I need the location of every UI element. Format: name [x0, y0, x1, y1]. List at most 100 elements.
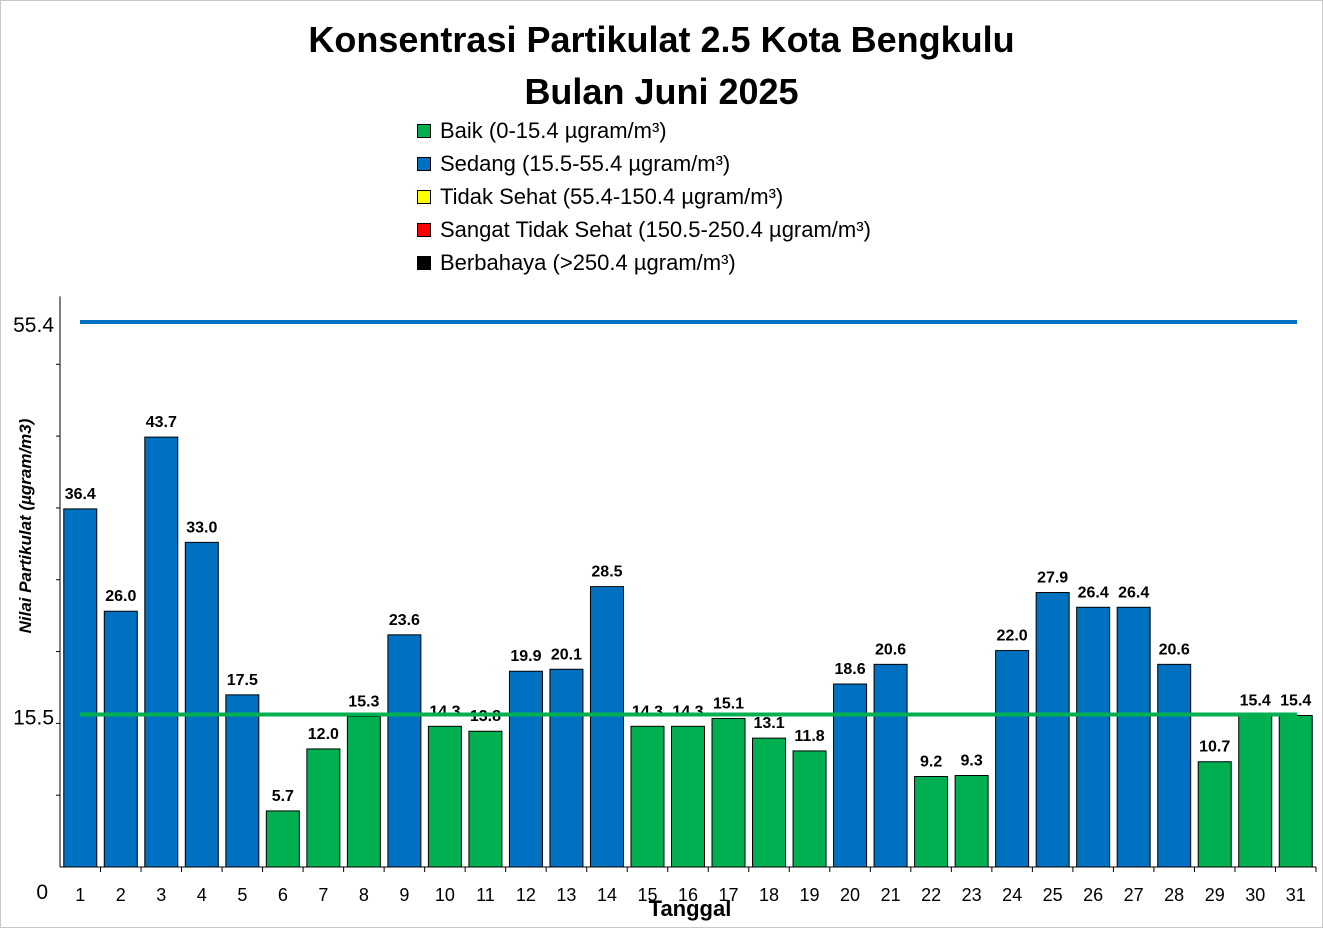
- bar-7: [306, 748, 341, 868]
- x-tick-label-24: 24: [1002, 885, 1022, 905]
- legend-swatch-sedang: [417, 156, 431, 171]
- value-label-23: 9.3: [960, 753, 982, 770]
- x-tick-label-21: 21: [881, 885, 901, 905]
- bar-3: [144, 436, 179, 868]
- x-tick-label-4: 4: [197, 885, 207, 905]
- bar-8: [346, 715, 381, 868]
- x-tick-label-19: 19: [800, 885, 820, 905]
- bar-14: [589, 586, 624, 868]
- legend-item-sedang: Sedang (15.5-55.4 µgram/m³): [417, 147, 871, 180]
- value-label-12: 19.9: [510, 648, 541, 665]
- bar-26: [1076, 606, 1111, 868]
- value-label-14: 28.5: [591, 564, 622, 581]
- bar-2: [103, 610, 138, 868]
- legend-item-sangat-tidak-sehat: Sangat Tidak Sehat (150.5-250.4 µgram/m³…: [417, 213, 871, 246]
- bar-22: [914, 775, 949, 868]
- bar-30: [1238, 715, 1273, 868]
- bar-13: [549, 668, 584, 868]
- value-label-9: 23.6: [389, 612, 420, 629]
- value-label-8: 15.3: [348, 693, 379, 710]
- legend-swatch-sangat-tidak-sehat: [417, 222, 431, 237]
- value-label-16: 14.3: [672, 703, 703, 720]
- x-tick-label-11: 11: [476, 885, 495, 905]
- x-tick-label-14: 14: [597, 885, 617, 905]
- bar-20: [833, 683, 868, 868]
- x-tick-label-20: 20: [840, 885, 860, 905]
- x-tick-label-25: 25: [1043, 885, 1063, 905]
- y-tick-label-0: 0: [36, 881, 48, 904]
- legend-swatch-tidak-sehat: [417, 189, 431, 204]
- legend-swatch-berbahaya: [417, 255, 431, 270]
- bar-21: [873, 663, 908, 868]
- x-tick-label-23: 23: [962, 885, 982, 905]
- bar-18: [752, 737, 787, 868]
- bar-9: [387, 634, 422, 868]
- x-tick-label-13: 13: [556, 885, 576, 905]
- value-label-20: 18.6: [834, 661, 865, 678]
- legend-item-baik: Baik (0-15.4 µgram/m³): [417, 114, 871, 147]
- x-tick-label-1: 1: [75, 885, 85, 905]
- legend-item-berbahaya: Berbahaya (>250.4 µgram/m³): [417, 246, 871, 279]
- value-label-28: 20.6: [1159, 641, 1190, 658]
- value-label-24: 22.0: [997, 628, 1028, 645]
- bar-19: [792, 750, 827, 868]
- value-label-6: 5.7: [272, 788, 294, 805]
- bar-15: [630, 725, 665, 868]
- x-tick-label-26: 26: [1083, 885, 1103, 905]
- bar-16: [671, 725, 705, 868]
- value-label-25: 27.9: [1037, 570, 1068, 587]
- bar-11: [468, 730, 503, 868]
- bar-31: [1278, 715, 1313, 868]
- value-label-4: 33.0: [186, 519, 217, 536]
- legend: Baik (0-15.4 µgram/m³) Sedang (15.5-55.4…: [417, 114, 871, 279]
- bar-10: [427, 725, 462, 868]
- bar-1: [63, 508, 98, 868]
- x-tick-label-3: 3: [156, 885, 166, 905]
- bar-29: [1197, 761, 1232, 868]
- bar-17: [711, 717, 746, 868]
- legend-item-tidak-sehat: Tidak Sehat (55.4-150.4 µgram/m³): [417, 180, 871, 213]
- legend-label-sedang: Sedang (15.5-55.4 µgram/m³): [440, 150, 731, 176]
- value-label-30: 15.4: [1240, 693, 1271, 710]
- bar-12: [508, 670, 543, 868]
- x-tick-label-22: 22: [921, 885, 941, 905]
- x-tick-label-18: 18: [759, 885, 779, 905]
- value-label-29: 10.7: [1199, 739, 1230, 756]
- bar-24: [995, 650, 1030, 868]
- bar-23: [954, 775, 989, 868]
- x-tick-label-16: 16: [678, 885, 698, 905]
- x-tick-label-7: 7: [318, 885, 328, 905]
- x-tick-label-12: 12: [516, 885, 536, 905]
- value-label-13: 20.1: [551, 646, 582, 663]
- legend-label-sangat-tidak-sehat: Sangat Tidak Sehat (150.5-250.4 µgram/m³…: [440, 216, 871, 242]
- x-tick-label-29: 29: [1205, 885, 1225, 905]
- legend-label-baik: Baik (0-15.4 µgram/m³): [440, 117, 667, 143]
- value-label-3: 43.7: [146, 414, 177, 431]
- value-label-11: 13.8: [470, 708, 501, 725]
- value-label-15: 14.3: [632, 703, 663, 720]
- legend-swatch-baik: [417, 123, 431, 138]
- x-tick-label-2: 2: [116, 885, 126, 905]
- bar-4: [184, 541, 219, 868]
- x-tick-label-5: 5: [237, 885, 247, 905]
- x-axis-label: Tanggal: [648, 896, 732, 921]
- value-label-31: 15.4: [1280, 693, 1311, 710]
- value-label-10: 14.3: [429, 703, 460, 720]
- bar-6: [265, 810, 300, 868]
- x-tick-label-8: 8: [359, 885, 369, 905]
- value-label-27: 26.4: [1118, 584, 1149, 601]
- x-tick-label-15: 15: [637, 885, 657, 905]
- value-label-2: 26.0: [105, 588, 136, 605]
- x-tick-label-30: 30: [1245, 885, 1265, 905]
- legend-label-berbahaya: Berbahaya (>250.4 µgram/m³): [440, 249, 736, 275]
- value-label-17: 15.1: [713, 695, 744, 712]
- x-tick-label-31: 31: [1286, 885, 1306, 905]
- x-tick-label-6: 6: [278, 885, 288, 905]
- value-label-18: 13.1: [753, 715, 784, 732]
- x-tick-label-17: 17: [719, 885, 739, 905]
- value-label-26: 26.4: [1078, 584, 1109, 601]
- y-tick-label-2: 55.4: [13, 314, 54, 337]
- value-label-21: 20.6: [875, 641, 906, 658]
- x-tick-label-9: 9: [399, 885, 409, 905]
